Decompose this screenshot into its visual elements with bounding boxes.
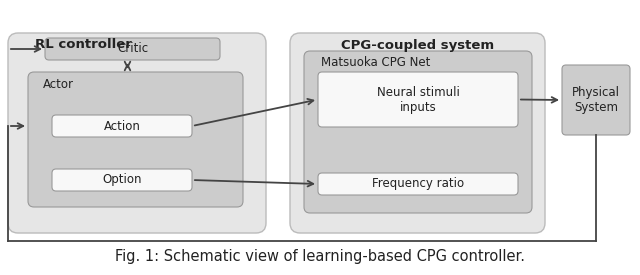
FancyBboxPatch shape bbox=[52, 115, 192, 137]
FancyBboxPatch shape bbox=[318, 72, 518, 127]
Text: CPG-coupled system: CPG-coupled system bbox=[341, 39, 494, 51]
FancyBboxPatch shape bbox=[562, 65, 630, 135]
FancyBboxPatch shape bbox=[52, 169, 192, 191]
FancyBboxPatch shape bbox=[8, 33, 266, 233]
FancyBboxPatch shape bbox=[45, 38, 220, 60]
Text: Physical
System: Physical System bbox=[572, 86, 620, 114]
Text: RL controller: RL controller bbox=[35, 39, 131, 51]
FancyBboxPatch shape bbox=[304, 51, 532, 213]
Text: Action: Action bbox=[104, 120, 140, 133]
Text: Frequency ratio: Frequency ratio bbox=[372, 177, 464, 191]
Text: Fig. 1: Schematic view of learning-based CPG controller.: Fig. 1: Schematic view of learning-based… bbox=[115, 249, 525, 265]
Text: Neural stimuli
inputs: Neural stimuli inputs bbox=[376, 86, 460, 114]
FancyBboxPatch shape bbox=[28, 72, 243, 207]
Text: Matsuoka CPG Net: Matsuoka CPG Net bbox=[321, 56, 431, 70]
FancyBboxPatch shape bbox=[318, 173, 518, 195]
Text: Option: Option bbox=[102, 174, 141, 186]
Text: Critic: Critic bbox=[117, 43, 148, 56]
Text: Actor: Actor bbox=[42, 78, 74, 90]
FancyBboxPatch shape bbox=[290, 33, 545, 233]
